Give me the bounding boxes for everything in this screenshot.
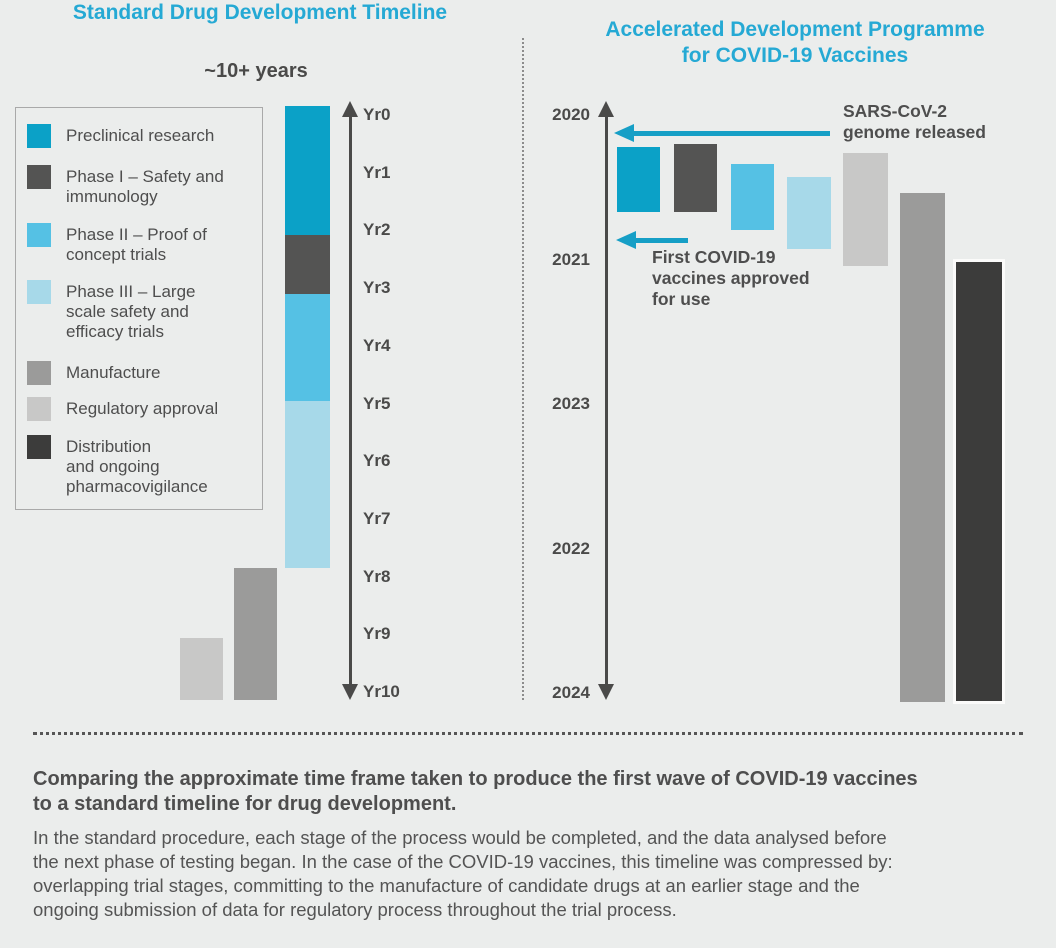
legend-item-phase-ii-proof-of: Phase II – Proof of concept trials [27,223,207,265]
legend-label-line: Phase III – Large [66,282,196,301]
left-chart-subtitle: ~10+ years [204,60,308,82]
preclinical-swatch-icon [27,124,51,148]
bar-distribution-and-ongoing-pharmacovigilance [956,262,1002,701]
footer-body-line1: In the standard procedure, each stage of… [33,827,887,848]
annotation-genome-released: SARS-CoV-2 genome released [843,101,986,143]
annotation-approved-line2: vaccines approved [652,268,810,288]
legend-label-line: Distribution [66,437,152,456]
bar-manufacture [234,568,277,700]
tick-yr10: Yr10 [363,682,400,701]
legend-box: Preclinical research Phase I – Safety and… [15,107,263,510]
bar-phase-ii-proof-of-concept-trials [285,294,330,401]
bar-phase-i-safety-and-immunology [674,144,717,212]
footer-body-line2: the next phase of testing began. In the … [33,851,893,872]
annotation-genome-line2: genome released [843,122,986,142]
legend-label: Preclinical research [66,124,214,146]
annotation-vaccines-approved: First COVID-19 vaccines approved for use [652,247,810,310]
tick-2024: 2024 [552,683,590,702]
tick-yr8: Yr8 [363,567,391,586]
legend-label-line: and ongoing [66,457,160,476]
legend-item-regulatory-approval: Regulatory approval [27,397,218,421]
tick-yr6: Yr6 [363,451,391,470]
tick-2023: 2023 [552,394,590,413]
legend-item-phase-iii-large: Phase III – Large scale safety and efficac… [27,280,195,342]
legend-label: Phase I – Safety and immunology [66,165,224,207]
footer-heading: Comparing the approximate time frame tak… [33,767,918,817]
bar-regulatory-approval [843,153,888,266]
tick-yr0: Yr0 [363,105,391,124]
legend-label: Manufacture [66,361,161,383]
approved-arrow-line [634,238,688,243]
legend-label-line: Preclinical research [66,126,215,145]
footer-heading-line1: Comparing the approximate time frame tak… [33,768,918,790]
legend-label-line: Phase I – Safety and [66,167,224,186]
bar-manufacture [900,193,945,702]
legend-label-line: Phase II – Proof of [66,225,207,244]
tick-yr4: Yr4 [363,336,391,355]
tick-yr3: Yr3 [363,278,391,297]
legend-label-line: concept trials [66,245,167,264]
bar-regulatory-approval [180,638,223,700]
genome-arrow-line [632,131,830,136]
bar-preclinical-research [285,106,330,235]
manufacture-swatch-icon [27,361,51,385]
tick-2021: 2021 [552,250,590,269]
bar-phase-iii-large-scale-safety-and-efficacy-trials [787,177,831,249]
left-axis-line [349,112,352,687]
footer-body-line3: overlapping trial stages, committing to … [33,875,860,896]
regulatory-swatch-icon [27,397,51,421]
left-chart-title: Standard Drug Development Timeline [72,1,448,24]
right-chart-title: Accelerated Development Programme for CO… [540,17,1050,69]
legend-label: Regulatory approval [66,397,218,419]
horizontal-divider [33,732,1023,735]
legend-label-line: pharmacovigilance [66,477,208,496]
legend-label: Phase III – Large scale safety and efficac… [66,280,195,342]
legend-item-manufacture: Manufacture [27,361,161,385]
tick-yr9: Yr9 [363,624,391,643]
right-chart-title-line1: Accelerated Development Programme [605,18,985,41]
legend-item-distribution: Distribution and ongoing pharmacovigilance [27,435,208,497]
vertical-divider [522,38,524,700]
footer-body-line4: ongoing submission of data for regulator… [33,899,677,920]
left-axis-arrow-down-icon [342,684,358,700]
phase2-swatch-icon [27,223,51,247]
legend-item-phase-i-safety-and: Phase I – Safety and immunology [27,165,224,207]
bar-phase-ii-proof-of-concept-trials [731,164,774,230]
annotation-approved-line1: First COVID-19 [652,247,776,267]
tick-yr7: Yr7 [363,509,391,528]
approved-arrow-head-icon [616,231,636,249]
legend-label: Distribution and ongoing pharmacovigilance [66,435,208,497]
right-axis-arrow-down-icon [598,684,614,700]
legend-label-line: scale safety and [66,302,189,321]
genome-arrow-head-icon [614,124,634,142]
tick-2020: 2020 [552,105,590,124]
annotation-genome-line1: SARS-CoV-2 [843,101,948,121]
legend-label-line: Regulatory approval [66,399,219,418]
annotation-approved-line3: for use [652,289,711,309]
legend-label-line: Manufacture [66,363,161,382]
footer-heading-line2: to a standard timeline for drug developm… [33,793,457,815]
tick-yr5: Yr5 [363,394,391,413]
footer-body: In the standard procedure, each stage of… [33,826,893,922]
bar-preclinical-research [617,147,660,212]
legend-label-line: immunology [66,187,158,206]
right-chart-title-line2: for COVID-19 Vaccines [681,44,909,67]
legend-label: Phase II – Proof of concept trials [66,223,207,265]
right-axis-arrow-up-icon [598,101,614,117]
tick-yr2: Yr2 [363,220,391,239]
right-axis-line [605,112,608,687]
distribution-swatch-icon [27,435,51,459]
tick-2022: 2022 [552,539,590,558]
phase3-swatch-icon [27,280,51,304]
bar-phase-iii-large-scale-safety-and-efficacy-trials [285,401,330,568]
legend-item-preclinical-research: Preclinical research [27,124,214,148]
bar-phase-i-safety-and-immunology [285,235,330,294]
tick-yr1: Yr1 [363,163,391,182]
phase1-swatch-icon [27,165,51,189]
left-axis-arrow-up-icon [342,101,358,117]
legend-label-line: efficacy trials [66,322,164,341]
